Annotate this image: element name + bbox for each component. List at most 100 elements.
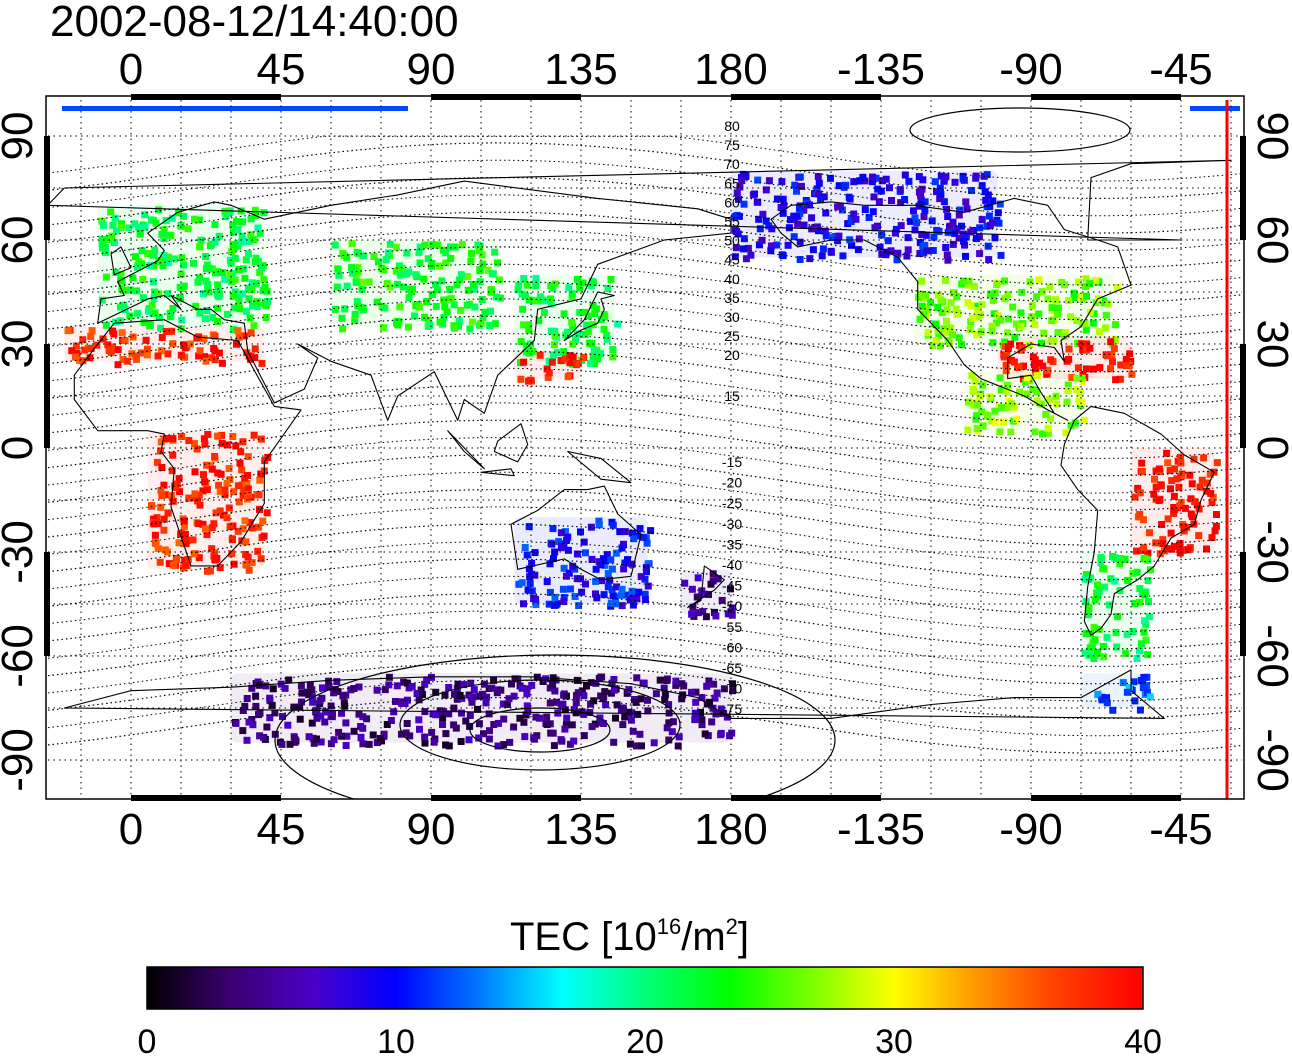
tec-pixel xyxy=(358,285,366,293)
tec-pixel xyxy=(835,232,843,240)
tec-pixel xyxy=(411,312,419,320)
tec-pixel xyxy=(394,280,401,288)
tec-pixel xyxy=(942,244,950,251)
tec-pixel xyxy=(180,282,188,290)
tec-pixel xyxy=(1136,598,1143,606)
tec-pixel xyxy=(973,425,981,433)
tec-pixel xyxy=(869,173,876,181)
tec-pixel xyxy=(99,221,107,229)
contour-label: -35 xyxy=(722,536,742,552)
tec-pixel xyxy=(343,282,351,290)
tec-pixel xyxy=(432,688,440,696)
tec-pixel xyxy=(1091,596,1099,604)
tec-pixel xyxy=(713,689,721,697)
tec-pixel xyxy=(728,604,736,612)
tec-pixel xyxy=(305,733,313,741)
tec-pixel xyxy=(359,252,367,260)
tec-pixel xyxy=(1170,509,1178,517)
tec-pixel xyxy=(129,274,137,282)
tec-pixel xyxy=(1155,465,1163,473)
tec-pixel xyxy=(569,562,577,570)
tec-pixel xyxy=(650,739,658,747)
tec-pixel xyxy=(203,461,211,469)
tec-pixel xyxy=(877,187,885,195)
tec-pixel xyxy=(1031,321,1039,328)
tec-pixel xyxy=(425,316,433,324)
tec-pixel xyxy=(621,528,629,536)
top-lon-label: 90 xyxy=(407,45,456,94)
tec-pixel xyxy=(613,583,621,591)
tec-pixel xyxy=(582,580,589,588)
tec-pixel xyxy=(154,352,162,360)
tec-pixel xyxy=(572,336,579,344)
tec-pixel xyxy=(492,293,500,301)
tec-pixel xyxy=(1136,585,1144,593)
tec-pixel xyxy=(796,173,804,181)
tec-pixel xyxy=(699,608,707,616)
tec-pixel xyxy=(251,258,259,266)
tec-pixel xyxy=(1139,684,1147,691)
tec-pixel xyxy=(969,314,977,322)
coastline xyxy=(110,246,132,276)
colorbar-title: TEC [1016/m2] xyxy=(510,914,749,959)
tec-pixel xyxy=(711,694,719,702)
tec-pixel xyxy=(414,689,422,697)
tec-pixel xyxy=(421,241,429,249)
tec-pixel xyxy=(982,196,990,204)
tec-pixel xyxy=(242,256,250,264)
tec-pixel xyxy=(850,178,858,186)
tec-pixel xyxy=(599,720,607,727)
tec-pixel xyxy=(607,275,615,283)
tec-pixel xyxy=(535,317,543,325)
tec-pixel xyxy=(169,305,177,312)
contour-label: -15 xyxy=(722,454,742,470)
tec-pixel xyxy=(226,523,234,531)
tec-pixel xyxy=(1085,604,1093,612)
tec-pixel xyxy=(1083,292,1090,300)
tec-pixel xyxy=(933,188,940,196)
tec-pixel xyxy=(195,352,203,360)
tec-pixel xyxy=(339,250,347,257)
contour-labels: 8075706560555045403530252015-15-20-25-30… xyxy=(722,118,742,717)
tec-pixel xyxy=(238,232,246,240)
tec-pixel xyxy=(567,585,574,593)
contour-label: -25 xyxy=(722,495,742,511)
tec-pixel xyxy=(525,296,533,304)
right-lat-label: 0 xyxy=(1248,436,1292,460)
tec-pixel xyxy=(1103,633,1111,641)
tec-pixel xyxy=(400,678,408,686)
tec-pixel xyxy=(376,735,384,742)
tec-pixel xyxy=(119,356,127,363)
tec-pixel xyxy=(937,342,944,350)
tec-pixel xyxy=(767,247,775,255)
tec-pixel xyxy=(1203,545,1210,553)
tec-pixel xyxy=(421,733,429,741)
tec-pixel xyxy=(440,314,448,321)
tec-strip xyxy=(1190,106,1240,111)
tec-pixel xyxy=(1113,555,1121,562)
tec-pixel xyxy=(697,708,704,716)
tec-pixel xyxy=(1036,359,1044,367)
tec-pixel xyxy=(178,433,186,440)
tec-pixel xyxy=(116,317,124,325)
tec-pixel xyxy=(718,596,726,604)
tec-pixel xyxy=(1167,529,1175,537)
tec-pixel xyxy=(387,717,395,724)
tec-pixel xyxy=(779,252,787,260)
tec-pixel xyxy=(419,691,426,698)
tec-pixel xyxy=(248,684,256,692)
tec-pixel xyxy=(126,286,134,294)
tec-pixel xyxy=(815,227,822,235)
tec-pixel xyxy=(994,312,1002,320)
tec-pixel xyxy=(1097,553,1105,561)
tec-pixel xyxy=(758,236,766,244)
tec-pixel xyxy=(638,742,645,750)
tec-pixel xyxy=(641,590,649,598)
tec-pixel xyxy=(190,259,197,267)
tec-pixel xyxy=(229,536,236,544)
tec-pixel xyxy=(146,322,154,330)
tec-pixel xyxy=(102,248,109,256)
tec-pixel xyxy=(193,334,201,342)
tec-pixel xyxy=(266,714,274,722)
tec-pixel xyxy=(168,327,176,335)
